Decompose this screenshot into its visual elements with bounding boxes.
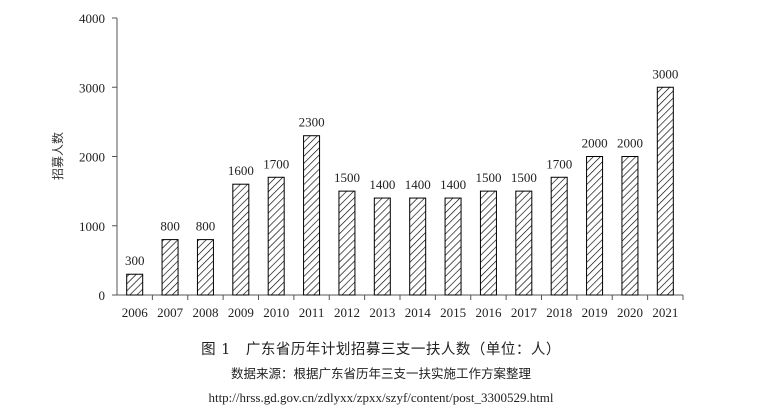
x-tick-label: 2016 (475, 305, 502, 320)
x-tick-label: 2006 (122, 305, 149, 320)
x-tick-label: 2021 (652, 305, 678, 320)
data-label: 2000 (617, 136, 643, 151)
data-label: 1500 (334, 170, 360, 185)
bar (444, 197, 462, 296)
data-source-note: 数据来源：根据广东省历年三支一扶实施工作方案整理 (230, 366, 531, 381)
y-axis-label: 招募人数 (50, 132, 65, 180)
x-tick-label: 2012 (334, 305, 360, 320)
x-tick-label: 2010 (263, 305, 289, 320)
y-tick-label: 1000 (79, 219, 105, 234)
data-label: 1600 (228, 163, 254, 178)
y-tick-label: 2000 (79, 150, 105, 165)
bar (621, 156, 639, 296)
bar (373, 197, 391, 296)
x-tick-label: 2018 (546, 305, 572, 320)
bar (515, 190, 533, 296)
bar (267, 176, 285, 296)
data-label: 1400 (405, 177, 431, 192)
bar (126, 273, 144, 296)
data-label: 1700 (546, 156, 572, 171)
data-label: 2300 (299, 115, 325, 130)
bar (232, 183, 250, 296)
y-tick-label: 3000 (79, 80, 105, 95)
figure-caption: 图 1 广东省历年计划招募三支一扶人数（单位：人） (201, 342, 561, 358)
data-label: 800 (196, 219, 216, 234)
bar (656, 86, 674, 296)
bar (338, 190, 356, 296)
x-tick-label: 2009 (228, 305, 254, 320)
axes: 0 1000 2000 3000 4000 2006 2007 2008 2009 2010 201… (79, 11, 684, 320)
data-label: 1400 (369, 177, 395, 192)
x-tick-label: 2011 (299, 305, 325, 320)
x-tick-label: 2014 (405, 305, 432, 320)
data-label: 800 (160, 219, 180, 234)
bar (409, 197, 427, 296)
x-tick-label: 2007 (157, 305, 184, 320)
bar (586, 156, 604, 296)
bar (196, 239, 214, 296)
x-tick-label: 2017 (511, 305, 538, 320)
bar-chart: 招募人数 0 1000 2000 3000 4000 2006 2007 2008 2009 20… (50, 11, 684, 320)
bar (479, 190, 497, 296)
x-tick-label: 2013 (369, 305, 395, 320)
y-tick-label: 4000 (79, 11, 105, 26)
x-tick-label: 2020 (617, 305, 643, 320)
y-axis-title: 招募人数 (50, 132, 65, 180)
bar (161, 239, 179, 296)
data-label: 3000 (652, 66, 678, 81)
data-label: 1500 (511, 170, 537, 185)
bar (303, 135, 321, 296)
data-label: 1500 (475, 170, 501, 185)
bars (126, 86, 674, 296)
data-label: 300 (125, 253, 145, 268)
value-labels: 300 800 800 1600 1700 2300 1500 1400 1400 1400 150… (125, 66, 678, 268)
data-label: 1400 (440, 177, 466, 192)
data-label: 2000 (582, 136, 608, 151)
data-label: 1700 (263, 156, 289, 171)
x-tick-label: 2015 (440, 305, 466, 320)
x-tick-label: 2019 (582, 305, 608, 320)
y-tick-label: 0 (99, 288, 106, 303)
source-url: http://hrss.gd.gov.cn/zdlyxx/zpxx/szyf/c… (208, 390, 554, 405)
x-tick-label: 2008 (192, 305, 218, 320)
bar (550, 176, 568, 296)
